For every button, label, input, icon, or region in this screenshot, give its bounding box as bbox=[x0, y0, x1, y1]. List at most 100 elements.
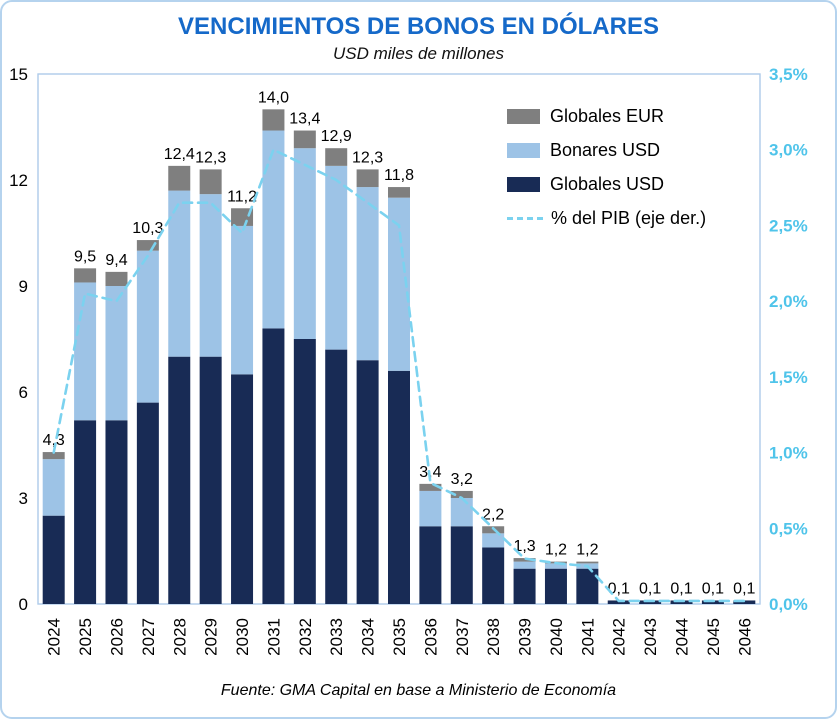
pib-line bbox=[52, 147, 746, 603]
legend-item-globales-usd: Globales USD bbox=[507, 174, 706, 195]
bar-total-label: 11,8 bbox=[384, 167, 414, 184]
chart-subtitle: USD miles de millones bbox=[333, 44, 504, 63]
bar-segment bbox=[733, 600, 756, 604]
bar-segment bbox=[231, 225, 254, 375]
x-axis-label: 2045 bbox=[704, 618, 723, 656]
bar-segment bbox=[74, 268, 97, 283]
bar-segment bbox=[482, 533, 505, 548]
bar-segment bbox=[293, 339, 316, 604]
bar-segment bbox=[168, 165, 191, 191]
x-axis-label: 2043 bbox=[641, 618, 660, 656]
x-axis-label: 2042 bbox=[610, 618, 629, 656]
x-axis-label: 2038 bbox=[484, 618, 503, 656]
bar-segment bbox=[105, 286, 128, 421]
bar-segment bbox=[576, 561, 599, 564]
bar-total-label: 11,2 bbox=[227, 188, 257, 205]
bar-total-label: 3,4 bbox=[419, 464, 441, 481]
x-axis-label: 2033 bbox=[327, 618, 346, 656]
x-axis-label: 2029 bbox=[202, 618, 221, 656]
bar-total-label: 0,1 bbox=[608, 580, 630, 597]
x-axis-label: 2037 bbox=[453, 618, 472, 656]
x-axis-label: 2041 bbox=[578, 618, 597, 656]
bar-segment bbox=[513, 558, 536, 562]
bar-segment bbox=[388, 197, 410, 371]
x-axis-label: 2031 bbox=[264, 618, 283, 656]
bar-segment bbox=[388, 370, 410, 604]
bar-total-label: 12,3 bbox=[352, 149, 383, 166]
left-axis-tick-label: 9 bbox=[19, 277, 28, 296]
bar-segment bbox=[293, 130, 316, 149]
right-axis-tick-label: 1,0% bbox=[769, 444, 808, 463]
bar-total-label: 9,5 bbox=[74, 248, 96, 265]
source-note: Fuente: GMA Capital en base a Ministerio… bbox=[220, 682, 617, 699]
right-axis-tick-label: 2,5% bbox=[769, 216, 808, 235]
globales-eur-swatch-icon bbox=[507, 109, 540, 124]
bar-segment bbox=[450, 490, 473, 498]
right-axis-tick-label: 0,0% bbox=[769, 595, 808, 614]
bar-total-label: 4,3 bbox=[43, 432, 65, 449]
left-axis-tick-label: 0 bbox=[19, 595, 28, 614]
x-axis-label: 2035 bbox=[390, 618, 409, 656]
left-axis-tick-label: 6 bbox=[19, 383, 28, 402]
bar-segment bbox=[419, 483, 442, 491]
bar-total-label: 1,2 bbox=[545, 542, 567, 559]
bar-segment bbox=[513, 568, 536, 604]
right-axis-tick-label: 3,5% bbox=[769, 66, 808, 84]
x-axis-label: 2046 bbox=[735, 618, 754, 656]
bar-segment bbox=[231, 374, 254, 604]
bar-segment bbox=[325, 165, 348, 350]
bar-segment bbox=[450, 498, 473, 527]
legend-item-pib: % del PIB (eje der.) bbox=[507, 208, 706, 229]
legend-item-bonares-usd: Bonares USD bbox=[507, 140, 706, 161]
bar-segment bbox=[42, 452, 65, 460]
bar-segment bbox=[482, 547, 505, 604]
bar-segment bbox=[325, 148, 348, 166]
bar-total-label: 2,2 bbox=[482, 506, 504, 523]
bar-segment bbox=[74, 282, 97, 421]
bar-segment bbox=[262, 109, 285, 131]
pib-dashed-line-icon bbox=[507, 217, 543, 220]
bar-segment bbox=[262, 130, 285, 329]
left-axis-tick-label: 3 bbox=[19, 489, 28, 508]
legend-item-globales-eur: Globales EUR bbox=[507, 106, 706, 127]
x-axis-label: 2039 bbox=[516, 618, 535, 656]
bar-segment bbox=[199, 169, 222, 195]
bar-total-label: 3,2 bbox=[451, 471, 473, 488]
legend: Globales EUR Bonares USD Globales USD % … bbox=[507, 106, 706, 242]
bar-segment bbox=[105, 271, 128, 286]
x-axis-label: 2040 bbox=[547, 618, 566, 656]
x-axis-label: 2036 bbox=[421, 618, 440, 656]
bar-total-label: 12,4 bbox=[164, 146, 195, 163]
x-axis-label: 2026 bbox=[107, 618, 126, 656]
bar-segment bbox=[42, 515, 65, 604]
bar-total-label: 0,1 bbox=[702, 580, 724, 597]
bar-segment bbox=[168, 190, 191, 357]
bar-segment bbox=[105, 420, 128, 604]
x-axis-label: 2025 bbox=[76, 618, 95, 656]
legend-label-globales-usd: Globales USD bbox=[550, 174, 665, 194]
bar-segment bbox=[136, 250, 159, 403]
bar-segment bbox=[388, 187, 410, 198]
bar-segment bbox=[544, 568, 567, 604]
bar-segment bbox=[74, 420, 97, 604]
bar-segment bbox=[356, 169, 379, 188]
bar-total-label: 1,2 bbox=[576, 542, 598, 559]
chart-area: 0 3 6 9 12 15 0,0% 0,5% 1,0% 1,5% 2,0% 2,5% 3,0% 3,5%… bbox=[2, 66, 835, 666]
bar-segment bbox=[262, 328, 285, 604]
page-title: VENCIMIENTOS DE BONOS EN DÓLARES bbox=[178, 13, 659, 40]
right-axis-tick-label: 3,0% bbox=[769, 141, 808, 160]
bar-total-label: 13,4 bbox=[289, 111, 320, 128]
x-axis-label: 2030 bbox=[233, 618, 252, 656]
x-axis-label: 2034 bbox=[359, 618, 378, 656]
bar-segment bbox=[293, 148, 316, 339]
x-axis-label: 2044 bbox=[673, 618, 692, 656]
legend-label-globales-eur: Globales EUR bbox=[550, 106, 665, 126]
x-axis-label: 2027 bbox=[139, 618, 158, 656]
bar-segment bbox=[513, 561, 536, 569]
bar-segment bbox=[199, 194, 222, 357]
globales-usd-swatch-icon bbox=[507, 177, 540, 192]
left-axis-tick-label: 15 bbox=[9, 66, 28, 84]
legend-label-pib: % del PIB (eje der.) bbox=[551, 208, 707, 228]
bar-segment bbox=[450, 526, 473, 604]
right-axis-tick-label: 2,0% bbox=[769, 292, 808, 311]
